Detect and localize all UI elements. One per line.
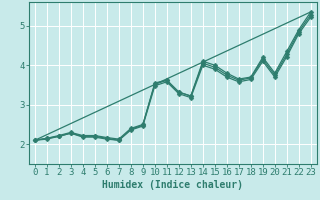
X-axis label: Humidex (Indice chaleur): Humidex (Indice chaleur) [102, 180, 243, 190]
